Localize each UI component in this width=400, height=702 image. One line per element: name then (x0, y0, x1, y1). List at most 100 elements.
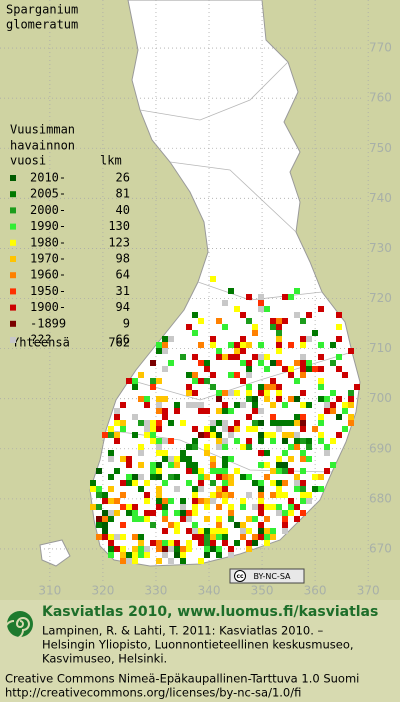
x-tick-label: 360 (304, 584, 327, 598)
observation-square (300, 456, 306, 462)
observation-square (210, 384, 216, 390)
observation-square (156, 402, 162, 408)
observation-square (294, 516, 300, 522)
observation-square (186, 384, 192, 390)
observation-square (270, 534, 276, 540)
legend-swatch (10, 207, 16, 214)
observation-square (144, 426, 150, 432)
observation-square (174, 462, 180, 468)
observation-square (156, 450, 162, 456)
observation-square (204, 444, 210, 450)
observation-square (276, 420, 282, 426)
legend-heading: lkm (100, 154, 122, 168)
observation-square (186, 372, 192, 378)
observation-square (240, 312, 246, 318)
observation-square (240, 378, 246, 384)
observation-square (270, 420, 276, 426)
observation-square (276, 360, 282, 366)
observation-square (288, 456, 294, 462)
observation-square (300, 318, 306, 324)
observation-square (192, 426, 198, 432)
observation-square (210, 372, 216, 378)
observation-square (330, 342, 336, 348)
observation-square (162, 336, 168, 342)
observation-square (120, 456, 126, 462)
observation-square (318, 378, 324, 384)
observation-square (336, 432, 342, 438)
observation-square (264, 354, 270, 360)
observation-square (258, 360, 264, 366)
observation-square (204, 378, 210, 384)
legend-swatch (10, 256, 16, 262)
observation-square (252, 420, 258, 426)
observation-square (114, 534, 120, 540)
observation-square (228, 288, 234, 294)
observation-square (318, 384, 324, 390)
observation-square (174, 546, 180, 552)
observation-square (216, 528, 222, 534)
observation-square (336, 414, 342, 420)
observation-square (222, 474, 228, 480)
observation-square (156, 396, 162, 402)
observation-square (252, 324, 258, 330)
observation-square (162, 540, 168, 546)
legend-heading: vuosi (10, 154, 46, 168)
observation-square (192, 528, 198, 534)
observation-square (168, 540, 174, 546)
observation-square (150, 540, 156, 546)
observation-square (276, 486, 282, 492)
observation-square (246, 360, 252, 366)
observation-square (204, 432, 210, 438)
observation-square (312, 366, 318, 372)
observation-square (108, 552, 114, 558)
observation-square (294, 396, 300, 402)
observation-square (120, 546, 126, 552)
observation-square (102, 498, 108, 504)
observation-square (264, 306, 270, 312)
observation-square (198, 378, 204, 384)
observation-square (192, 372, 198, 378)
observation-square (174, 456, 180, 462)
legend-label: 2010- (30, 171, 66, 185)
observation-square (162, 498, 168, 504)
observation-square (174, 408, 180, 414)
observation-square (318, 354, 324, 360)
observation-square (180, 516, 186, 522)
observation-square (282, 402, 288, 408)
observation-square (282, 420, 288, 426)
observation-square (270, 432, 276, 438)
observation-square (318, 438, 324, 444)
observation-square (114, 510, 120, 516)
observation-square (300, 372, 306, 378)
observation-square (138, 546, 144, 552)
observation-square (270, 528, 276, 534)
observation-square (270, 360, 276, 366)
observation-square (288, 468, 294, 474)
observation-square (312, 486, 318, 492)
observation-square (138, 486, 144, 492)
observation-square (300, 510, 306, 516)
observation-square (342, 372, 348, 378)
observation-square (258, 480, 264, 486)
observation-square (186, 516, 192, 522)
observation-square (306, 336, 312, 342)
observation-square (138, 552, 144, 558)
observation-square (246, 372, 252, 378)
observation-square (306, 444, 312, 450)
observation-square (228, 372, 234, 378)
observation-square (294, 378, 300, 384)
observation-square (168, 474, 174, 480)
observation-square (144, 432, 150, 438)
observation-square (240, 402, 246, 408)
observation-square (126, 558, 132, 564)
legend-swatch (10, 175, 16, 181)
observation-square (240, 528, 246, 534)
legend-count: 123 (108, 235, 130, 249)
observation-square (222, 528, 228, 534)
observation-square (162, 552, 168, 558)
observation-square (258, 420, 264, 426)
observation-square (210, 492, 216, 498)
observation-square (198, 408, 204, 414)
observation-square (228, 552, 234, 558)
observation-square (126, 504, 132, 510)
